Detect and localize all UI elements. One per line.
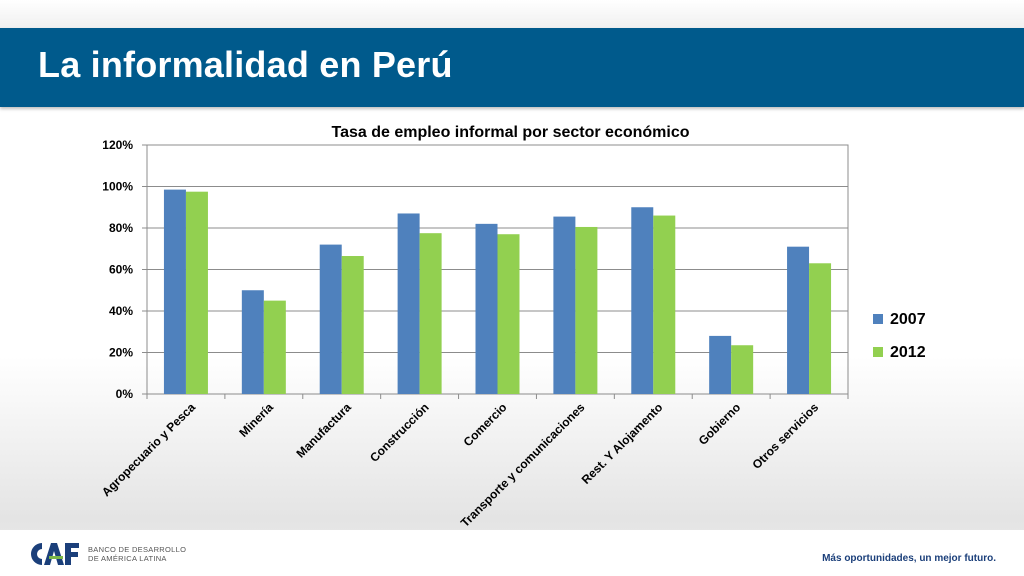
x-tick-label: Gobierno — [696, 400, 744, 448]
bar-2007 — [397, 213, 420, 394]
bar-2007 — [553, 216, 576, 394]
bar-2012 — [653, 215, 676, 394]
slide-title: La informalidad en Perú — [38, 44, 453, 85]
footer: BANCO DE DESARROLLO DE AMÉRICA LATINA Má… — [0, 530, 1024, 576]
bar-2012 — [809, 263, 832, 394]
logo-text: BANCO DE DESARROLLO DE AMÉRICA LATINA — [88, 545, 186, 563]
bar-2012 — [341, 256, 364, 394]
y-tick-label: 40% — [109, 304, 133, 318]
bar-2012 — [419, 233, 442, 394]
bar-2007 — [319, 244, 342, 394]
bar-2007 — [787, 246, 810, 394]
x-tick-label: Transporte y comunicaciones — [458, 400, 588, 530]
y-tick-label: 80% — [109, 221, 133, 235]
x-tick-label: Manufactura — [293, 400, 354, 461]
y-tick-label: 20% — [109, 346, 133, 360]
legend-swatch-2007 — [873, 314, 883, 324]
x-tick-label: Agropecuario y Pesca — [99, 400, 198, 499]
x-tick-label: Otros servicios — [749, 400, 821, 472]
logo-line-1: BANCO DE DESARROLLO — [88, 545, 187, 554]
logo-line-2: DE AMÉRICA LATINA — [88, 554, 167, 563]
tagline: Más oportunidades, un mejor futuro. — [822, 553, 996, 564]
bar-2007 — [163, 189, 186, 394]
bar-2007 — [475, 223, 498, 394]
y-tick-label: 100% — [102, 180, 133, 194]
y-tick-label: 0% — [116, 387, 134, 401]
top-strip — [0, 0, 1024, 28]
bar-2007 — [709, 335, 732, 394]
legend-label-2007: 2007 — [890, 311, 926, 328]
bar-2012 — [497, 234, 520, 394]
legend-swatch-2012 — [873, 347, 883, 357]
legend-label-2012: 2012 — [890, 344, 926, 361]
x-tick-label: Minería — [236, 400, 276, 440]
bar-2012 — [263, 300, 286, 394]
x-tick-label: Comercio — [461, 400, 510, 449]
bar-2012 — [731, 345, 754, 394]
caf-logo-icon — [31, 543, 79, 565]
y-tick-label: 60% — [109, 263, 133, 277]
x-tick-label: Rest. Y Alojamento — [579, 400, 666, 487]
caf-logo: BANCO DE DESARROLLO DE AMÉRICA LATINA — [28, 540, 186, 568]
bar-2012 — [575, 226, 598, 394]
chart: Tasa de empleo informal por sector econó… — [99, 124, 926, 530]
x-tick-label: Construcción — [367, 400, 432, 465]
bar-2007 — [241, 290, 264, 394]
bar-2012 — [185, 191, 208, 394]
bar-2007 — [631, 207, 654, 394]
chart-title: Tasa de empleo informal por sector econó… — [331, 124, 689, 141]
title-bar: La informalidad en Perú — [0, 28, 1024, 107]
y-tick-label: 120% — [102, 138, 133, 152]
